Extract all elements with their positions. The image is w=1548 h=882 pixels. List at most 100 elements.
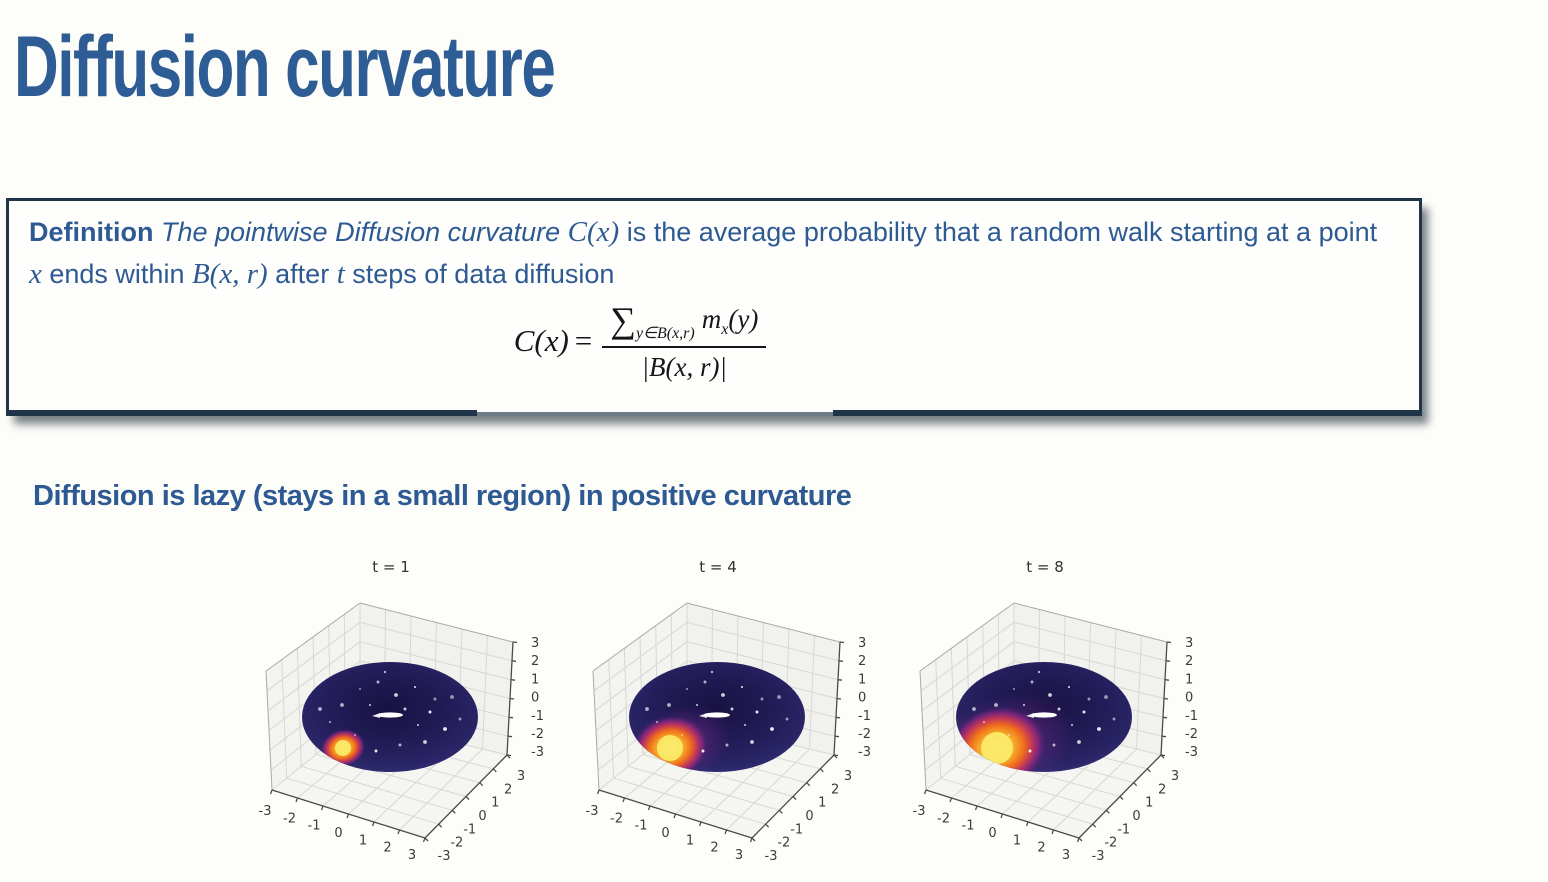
formula-numerator: ∑y∈B(x,r) mx(y) xyxy=(602,299,767,348)
svg-text:0: 0 xyxy=(858,691,866,706)
definition-lead-italic: The pointwise Diffusion curvature xyxy=(160,217,568,247)
definition-text: Definition The pointwise Diffusion curva… xyxy=(9,201,1419,295)
svg-text:3: 3 xyxy=(844,769,852,784)
svg-text:-1: -1 xyxy=(1185,709,1198,724)
equals-sign: = xyxy=(574,323,593,358)
sampling-speckles xyxy=(972,671,1116,753)
svg-text:0: 0 xyxy=(805,809,813,824)
svg-text:-1: -1 xyxy=(1117,822,1130,837)
torus-plots-row: -3 -3 3 -2 -2 2 -1 -1 1 0 0 0 1 1 -1 2 2 -2 3 3 -3 t = 1 -3 -3… xyxy=(0,548,1548,882)
svg-text:3: 3 xyxy=(408,848,416,863)
svg-text:1: 1 xyxy=(531,672,539,687)
svg-text:1: 1 xyxy=(1013,833,1021,848)
curvature-formula: C(x) = ∑y∈B(x,r) mx(y) |B(x, r)| xyxy=(9,299,1419,383)
axis-lines-and-ticks xyxy=(923,641,1172,843)
svg-text:0: 0 xyxy=(661,826,669,841)
svg-text:-3: -3 xyxy=(765,849,778,864)
svg-text:0: 0 xyxy=(531,691,539,706)
svg-text:2: 2 xyxy=(531,654,539,669)
svg-text:-1: -1 xyxy=(635,819,648,834)
svg-text:-1: -1 xyxy=(962,819,975,834)
summation-subscript: y∈B(x,r) xyxy=(635,325,695,342)
axis-lines-and-ticks xyxy=(596,641,845,843)
svg-text:2: 2 xyxy=(504,782,512,797)
svg-text:-2: -2 xyxy=(610,811,623,826)
plot-title: t = 8 xyxy=(1026,558,1064,576)
svg-text:1: 1 xyxy=(1185,672,1193,687)
svg-text:0: 0 xyxy=(478,809,486,824)
definition-box: Definition The pointwise Diffusion curva… xyxy=(6,198,1422,416)
svg-text:-2: -2 xyxy=(1104,836,1117,851)
torus-point-cloud xyxy=(302,662,478,772)
plot-title: t = 1 xyxy=(372,558,410,576)
sampling-speckles xyxy=(318,671,462,753)
svg-text:0: 0 xyxy=(334,826,342,841)
formula-denominator: |B(x, r)| xyxy=(641,352,727,382)
formula-lhs: C(x) = xyxy=(513,323,593,358)
svg-text:2: 2 xyxy=(1037,841,1045,856)
svg-text:1: 1 xyxy=(491,796,499,811)
svg-text:-3: -3 xyxy=(858,745,871,760)
definition-tail: steps of data diffusion xyxy=(344,259,615,289)
svg-text:-3: -3 xyxy=(531,745,544,760)
svg-text:-3: -3 xyxy=(1185,745,1198,760)
page-title: Diffusion curvature xyxy=(14,19,556,115)
svg-text:-1: -1 xyxy=(790,822,803,837)
svg-text:-1: -1 xyxy=(463,822,476,837)
svg-text:2: 2 xyxy=(710,841,718,856)
svg-text:-2: -2 xyxy=(283,811,296,826)
formula-fraction: ∑y∈B(x,r) mx(y) |B(x, r)| xyxy=(602,299,767,383)
subtitle-text: Diffusion is lazy (stays in a small regi… xyxy=(33,480,852,512)
svg-text:-3: -3 xyxy=(1092,849,1105,864)
svg-text:2: 2 xyxy=(831,782,839,797)
svg-text:1: 1 xyxy=(359,833,367,848)
definition-mid: is the average probability that a random… xyxy=(619,217,1378,247)
svg-text:3: 3 xyxy=(1062,848,1070,863)
svg-text:-2: -2 xyxy=(1185,727,1198,742)
svg-text:2: 2 xyxy=(1158,782,1166,797)
svg-text:0: 0 xyxy=(1185,691,1193,706)
svg-text:-1: -1 xyxy=(308,819,321,834)
mass-symbol: m xyxy=(701,304,722,334)
torus-plot-t8: -3 -3 3 -2 -2 2 -1 -1 1 0 0 0 1 1 -1 2 2 -2 3 3 -3 t = 8 xyxy=(882,548,1212,882)
svg-text:2: 2 xyxy=(383,841,391,856)
sampling-speckles xyxy=(645,671,789,753)
formula-image-edge xyxy=(477,410,833,416)
diffusion-hotspot xyxy=(320,728,366,768)
svg-text:2: 2 xyxy=(1185,654,1193,669)
svg-text:2: 2 xyxy=(858,654,866,669)
axis-lines-and-ticks xyxy=(269,641,518,843)
math-x: x xyxy=(29,258,42,290)
svg-text:-2: -2 xyxy=(937,811,950,826)
math-t: t xyxy=(336,258,345,290)
plot-title: t = 4 xyxy=(699,558,737,576)
svg-text:-2: -2 xyxy=(858,727,871,742)
torus-plot-t1: -3 -3 3 -2 -2 2 -1 -1 1 0 0 0 1 1 -1 2 2 -2 3 3 -3 t = 1 xyxy=(228,548,558,882)
svg-text:0: 0 xyxy=(988,826,996,841)
summation-symbol: ∑ xyxy=(610,300,636,340)
definition-within: ends within xyxy=(41,259,192,289)
svg-text:3: 3 xyxy=(858,636,866,651)
svg-text:1: 1 xyxy=(1145,796,1153,811)
definition-keyword: Definition xyxy=(29,217,161,247)
math-Bxr: B(x, r) xyxy=(191,258,268,290)
svg-text:3: 3 xyxy=(517,769,525,784)
svg-text:3: 3 xyxy=(1171,769,1179,784)
math-Cx: C(x) xyxy=(567,216,620,248)
svg-text:3: 3 xyxy=(735,848,743,863)
svg-text:1: 1 xyxy=(686,833,694,848)
svg-text:1: 1 xyxy=(858,672,866,687)
svg-text:-2: -2 xyxy=(777,836,790,851)
svg-text:-3: -3 xyxy=(586,804,599,819)
svg-text:-1: -1 xyxy=(858,709,871,724)
svg-text:1: 1 xyxy=(818,796,826,811)
svg-text:-1: -1 xyxy=(531,709,544,724)
svg-text:-3: -3 xyxy=(438,849,451,864)
svg-text:-2: -2 xyxy=(531,727,544,742)
